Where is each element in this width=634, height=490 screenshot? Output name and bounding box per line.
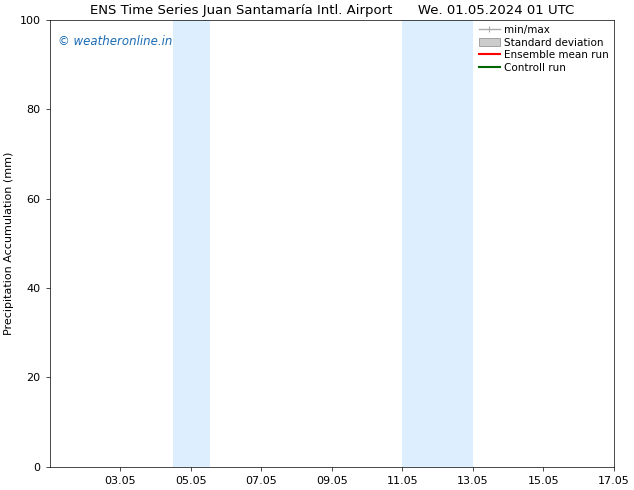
Bar [403, 20, 473, 467]
Bar [173, 20, 210, 467]
Y-axis label: Precipitation Accumulation (mm): Precipitation Accumulation (mm) [4, 151, 14, 335]
Text: © weatheronline.in: © weatheronline.in [58, 35, 172, 49]
Legend: min/max, Standard deviation, Ensemble mean run, Controll run: min/max, Standard deviation, Ensemble me… [476, 22, 612, 76]
Title: ENS Time Series Juan Santamaría Intl. Airport      We. 01.05.2024 01 UTC: ENS Time Series Juan Santamaría Intl. Ai… [90, 4, 574, 17]
